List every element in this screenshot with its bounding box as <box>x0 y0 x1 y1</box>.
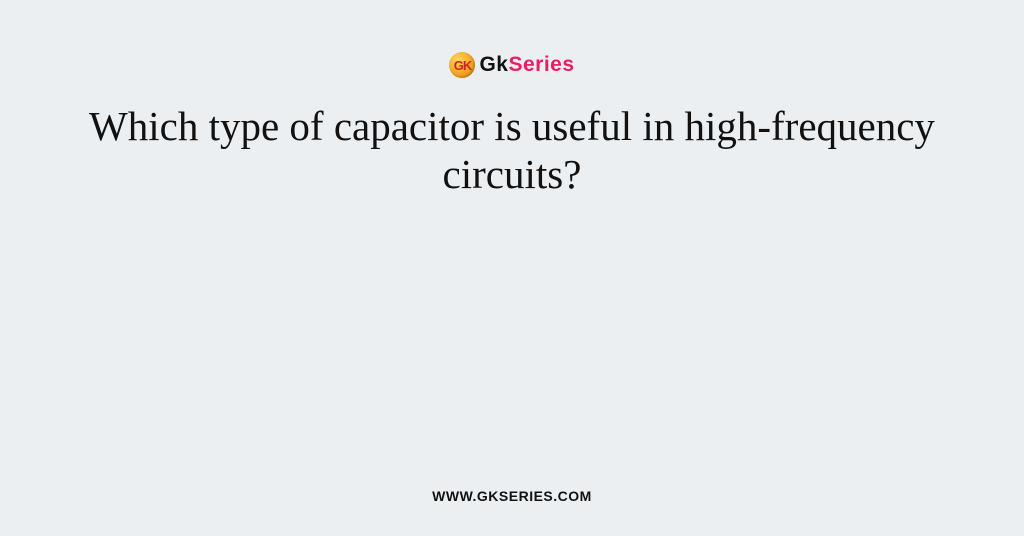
logo-badge-text: GK <box>454 59 472 72</box>
logo-text-prefix: Gk <box>479 53 508 76</box>
page-container: GK GkSeries Which type of capacitor is u… <box>0 0 1024 536</box>
site-logo: GK GkSeries <box>449 52 574 78</box>
logo-wordmark: GkSeries <box>479 53 574 77</box>
logo-badge-icon: GK <box>449 52 475 78</box>
footer-url: WWW.GKSERIES.COM <box>0 488 1024 504</box>
logo-text-suffix: Series <box>508 53 574 76</box>
question-text: Which type of capacitor is useful in hig… <box>72 102 952 199</box>
